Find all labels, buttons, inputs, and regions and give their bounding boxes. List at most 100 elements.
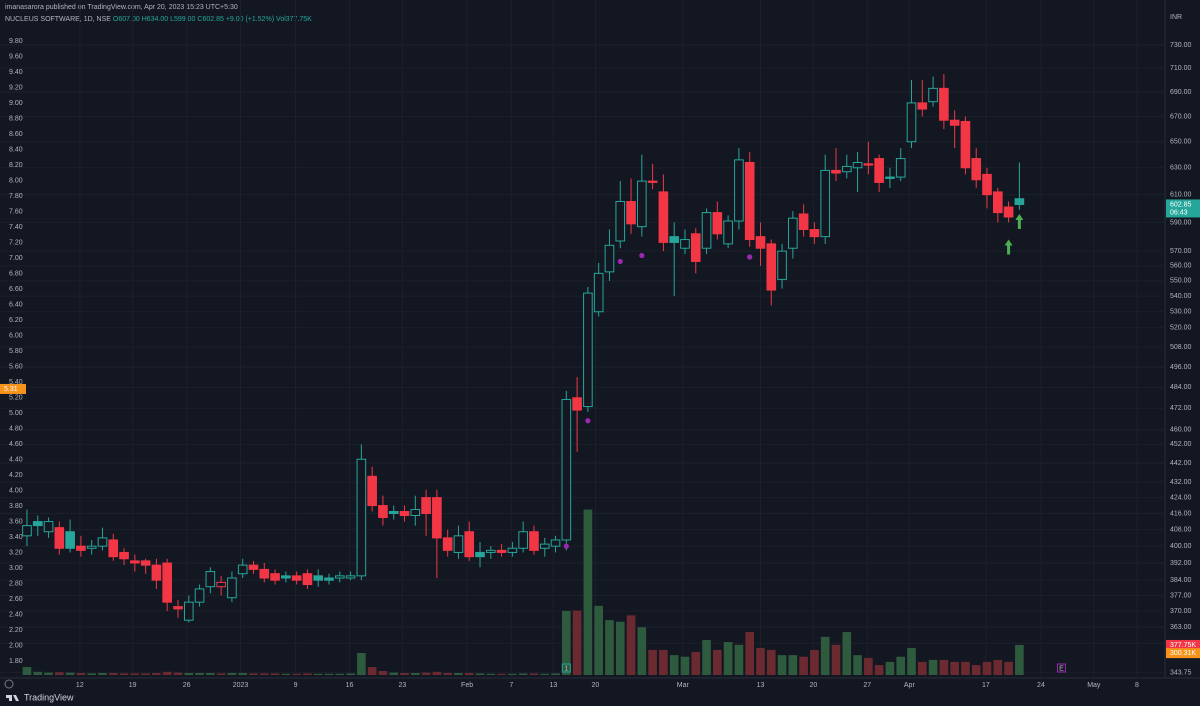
left-marker: 5.31 (4, 386, 18, 393)
x-tick-label: 8 (1135, 682, 1139, 689)
published: imanasarora published on TradingView.com… (5, 4, 238, 11)
event-marker (561, 663, 571, 673)
price-label-countdown: 06:43 (1170, 209, 1188, 216)
x-tick-label: 9 (294, 682, 298, 689)
candle-body (302, 573, 313, 586)
volume-bar (421, 672, 431, 675)
left-tick-label: 8.80 (9, 115, 23, 122)
y-tick-label: 377.00 (1170, 592, 1192, 599)
left-tick-label: 6.40 (9, 301, 23, 308)
volume-bar (971, 665, 981, 675)
candle-body (130, 560, 140, 564)
event-label: E (1059, 665, 1064, 672)
event-marker (1056, 663, 1066, 673)
volume-bar (734, 644, 744, 675)
candle-body (183, 601, 194, 621)
left-tick-label: 2.00 (9, 642, 23, 649)
x-tick-label: 27 (863, 682, 871, 689)
candle-body (270, 573, 280, 581)
left-tick-label: 7.60 (9, 208, 23, 215)
volume-bar (76, 673, 86, 675)
y-tick-label: 650.00 (1170, 139, 1192, 146)
x-tick-label: 7 (509, 682, 513, 689)
candle-body (442, 537, 453, 551)
volume-bar (831, 644, 841, 675)
volume-bar (572, 610, 582, 675)
signal-arrow (1015, 213, 1024, 229)
volume-bar (227, 673, 237, 675)
volume-bar (788, 655, 798, 675)
settings-icon[interactable] (4, 679, 14, 689)
candle-body (237, 564, 248, 575)
left-tick-label: 6.00 (9, 332, 23, 339)
candle-body (194, 588, 205, 603)
volume-bar (367, 667, 377, 675)
volume-bar (885, 661, 895, 675)
volume-bar (486, 673, 496, 675)
left-tick-label: 7.80 (9, 193, 23, 200)
candle-body (906, 102, 917, 143)
brand: TradingView (24, 692, 74, 702)
candle-body (173, 606, 183, 610)
candle-body (324, 577, 334, 581)
volume-bar (335, 673, 345, 675)
y-tick-label: 540.00 (1170, 293, 1192, 300)
x-tick-label: Mar (677, 682, 690, 689)
candle-body (593, 272, 604, 313)
volume-bar (55, 672, 64, 675)
candle-body (259, 568, 270, 579)
y-tick-label: 560.00 (1170, 263, 1192, 270)
candle-body (410, 509, 421, 517)
candle-body (755, 236, 766, 249)
y-tick-label: 570.00 (1170, 248, 1192, 255)
y-tick-label: 520.00 (1170, 324, 1192, 331)
left-tick-label: 5.60 (9, 363, 23, 370)
left-tick-label: 5.40 (9, 379, 23, 386)
y-tick-label: 408.00 (1170, 527, 1192, 534)
volume-bar (44, 672, 53, 675)
left-tick-label: 3.60 (9, 518, 23, 525)
y-tick-label: 710.00 (1170, 65, 1192, 72)
left-tick-label: 9.20 (9, 84, 23, 91)
x-tick-label: 13 (549, 682, 557, 689)
candle-body (669, 236, 680, 243)
volume-bar (928, 659, 938, 675)
volume-bar (562, 610, 571, 675)
volume-bar (939, 659, 949, 675)
y-tick-label: 472.00 (1170, 405, 1192, 412)
candle-body (140, 560, 151, 566)
candle-body (421, 497, 431, 515)
volume-bar (680, 656, 690, 675)
volume-bar (982, 661, 992, 675)
volume-bar (864, 657, 873, 675)
volume-bar (583, 509, 593, 675)
left-tick-label: 4.80 (9, 425, 23, 432)
volume-bar (1015, 644, 1024, 675)
volume-bar (950, 661, 959, 675)
candle-body (788, 217, 798, 249)
candle-body (949, 119, 960, 126)
left-tick-label: 7.00 (9, 255, 23, 262)
volume-bar (713, 649, 722, 675)
y-tick-label: 630.00 (1170, 165, 1192, 172)
price-label: 602.85 (1170, 201, 1192, 208)
close: C602.85 (197, 16, 224, 23)
unit: INR (1170, 14, 1182, 21)
left-tick-label: 7.20 (9, 239, 23, 246)
candle-body (43, 521, 54, 533)
y-tick-label: 530.00 (1170, 309, 1192, 316)
x-tick-label: 24 (1037, 682, 1045, 689)
volume-bar (659, 649, 668, 675)
volume-bar (238, 673, 248, 675)
volume-bar (454, 673, 463, 675)
candle-body (1003, 206, 1014, 218)
volume-bar (141, 673, 150, 675)
candle-body (475, 551, 485, 558)
candle-body (852, 161, 863, 169)
left-tick-label: 9.80 (9, 38, 23, 45)
volume-bar (745, 632, 755, 675)
candle-body (690, 233, 701, 262)
volume-bar (410, 673, 420, 675)
volume-bar (357, 652, 366, 675)
candle-body (205, 571, 216, 588)
